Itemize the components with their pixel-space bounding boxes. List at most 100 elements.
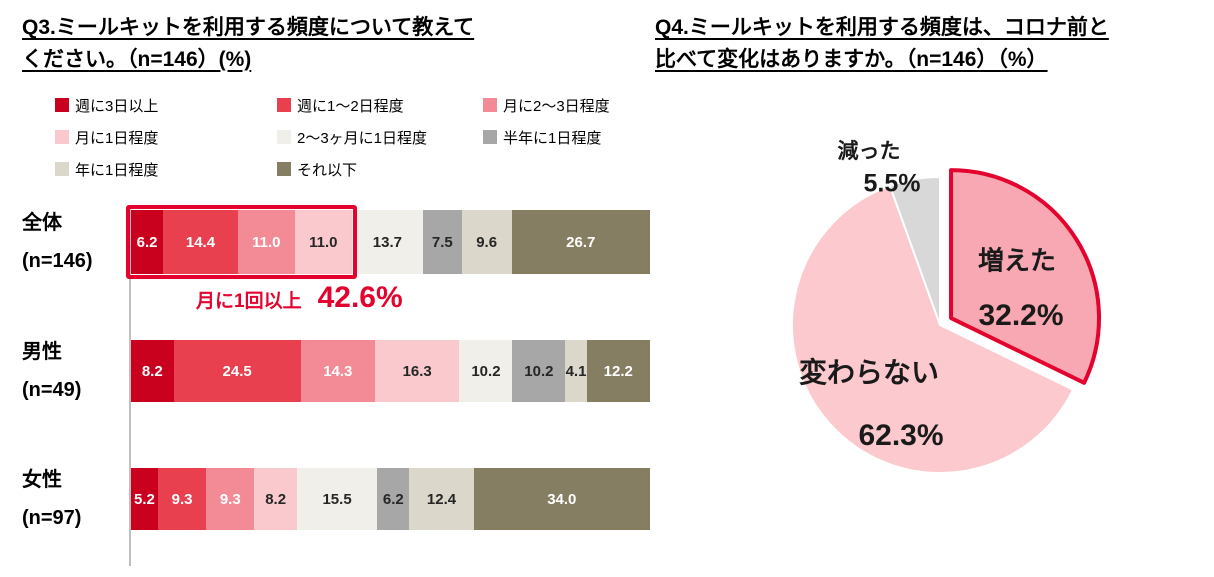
bar-segment: 14.4 [163,210,238,274]
bar-segment-value: 24.5 [222,362,252,380]
bar-row-n: (n=146) [22,250,93,272]
legend-item: 月に1日程度 [55,126,277,148]
bar-row-name: 男性 [22,341,62,363]
stacked-bar: 5.2 9.3 9.3 8.2 15.5 6.2 12.4 34.0 [131,468,650,530]
q3-title-line1: Q3.ミールキットを利用する頻度について教えて [22,16,475,39]
bar-segment-value: 15.5 [322,490,352,508]
pie-label-unchanged: 変わらない [798,357,940,388]
bar-segment: 10.2 [512,340,566,402]
legend-swatch [277,98,291,112]
legend-swatch [483,130,497,144]
bar-row-name: 女性 [22,469,62,491]
legend-label: 週に1～2日程度 [297,97,404,115]
pie-slice [791,184,1075,474]
legend-label: 年に1日程度 [75,161,159,179]
bar-segment: 24.5 [173,340,301,402]
legend-swatch [483,98,497,112]
bar-segment-value: 4.1 [565,362,587,380]
highlight-box [126,205,357,279]
q4-title-line1: Q4.ミールキットを利用する頻度は、コロナ前と [655,16,1109,39]
bar-segment-value: 14.4 [185,233,216,251]
legend-item: 週に3日以上 [55,94,277,116]
bar-row-label: 全体 (n=146) [22,204,93,280]
legend-label: 月に1日程度 [75,129,159,147]
bar-row-label: 男性 (n=49) [22,333,81,409]
bar-segment: 9.3 [157,468,207,530]
bar-segment: 6.2 [377,468,410,530]
bar-row-n: (n=49) [22,379,82,401]
bar-segment: 12.4 [409,468,474,530]
q4-title-line2: 比べて変化はありますか。（n=146）（%） [655,47,1048,71]
bar-segment-value: 34.0 [547,490,577,508]
pie-label-decreased: 減った [837,140,901,163]
bar-segment-value: 8.2 [141,362,163,380]
bar-segment-value: 9.3 [171,490,193,508]
legend-label: 半年に1日程度 [503,129,602,147]
bar-segment-value: 16.3 [402,362,432,380]
bar-segment: 34.0 [473,468,650,530]
legend-item: それ以下 [277,158,483,180]
q3-axis-line [129,206,131,566]
legend-swatch [55,130,69,144]
annotation-label: 月に1回以上 [196,291,302,312]
legend-swatch [55,98,69,112]
bar-segment: 8.2 [131,340,174,402]
bar-segment-value: 14.3 [323,362,353,380]
bar-segment-value: 5.2 [134,490,155,508]
bar-row: 男性 (n=49) 8.2 24.5 14.3 16.3 10.2 10.2 4.1 12.2 [0,340,680,402]
bar-segment-value: 11.0 [252,233,281,251]
stacked-bar: 8.2 24.5 14.3 16.3 10.2 10.2 4.1 12.2 [131,340,650,402]
legend-item: 2～3ヶ月に1日程度 [277,126,483,148]
pie-value-decreased: 5.5% [863,169,921,198]
bar-segment-value: 9.3 [219,490,241,508]
bar-segment: 11.0 [294,210,352,274]
bar-segment-value: 10.2 [524,362,554,380]
bar-segment-value: 12.4 [426,490,457,508]
pie-label-increased: 増えた [977,245,1057,276]
bar-segment: 4.1 [565,340,587,402]
legend-swatch [277,130,291,144]
pie-slice [888,176,941,326]
q3-legend: 週に3日以上 週に1～2日程度 月に2～3日程度月に1日程度 2～3ヶ月に1日程度 半年… [55,94,693,180]
legend-item: 週に1～2日程度 [277,94,483,116]
bar-segment-value: 13.7 [372,233,402,251]
bar-row-label: 女性 (n=97) [22,461,81,537]
legend-label: 2～3ヶ月に1日程度 [297,129,428,147]
bar-segment-value: 7.5 [431,233,453,251]
bar-segment: 12.2 [586,340,650,402]
bar-segment: 8.2 [254,468,297,530]
legend-swatch [55,162,69,176]
bar-segment-value: 10.2 [471,362,501,380]
bar-row: 女性 (n=97) 5.2 9.3 9.3 8.2 15.5 6.2 12.4 34.0 [0,468,680,530]
bar-segment: 7.5 [422,210,462,274]
bar-row-n: (n=97) [22,507,82,529]
q3-title: Q3.ミールキットを利用する頻度について教えて ください。（n=146）(%) [22,12,652,75]
q4-pie [775,160,1115,500]
legend-item: 年に1日程度 [55,158,277,180]
pie-chart [791,168,1101,474]
bar-segment: 26.7 [511,210,650,274]
bar-segment: 6.2 [131,210,164,274]
stacked-bar: 6.2 14.4 11.0 11.0 13.7 7.5 9.6 26.7 [131,210,650,274]
legend-label: 月に2～3日程度 [503,97,610,115]
bar-segment-value: 6.2 [136,233,158,251]
bar-row-name: 全体 [22,212,62,234]
bar-segment-value: 6.2 [382,490,404,508]
q4-title: Q4.ミールキットを利用する頻度は、コロナ前と 比べて変化はありますか。（n=1… [655,12,1214,75]
bar-segment: 9.3 [206,468,255,530]
bar-segment-value: 8.2 [265,490,287,508]
bar-segment-value: 11.0 [309,233,338,251]
pie-value-unchanged: 62.3% [858,419,944,452]
bar-segment: 16.3 [374,340,460,402]
q3-title-line2: ください。（n=146）(%) [22,47,252,71]
legend-item: 月に2～3日程度 [483,94,693,116]
bar-segment: 14.3 [300,340,375,402]
legend-item: 半年に1日程度 [483,126,693,148]
pie-value-increased: 32.2% [978,299,1064,332]
bar-segment: 11.0 [237,210,295,274]
bar-segment-value: 9.6 [476,233,498,251]
bar-segment: 5.2 [131,468,158,530]
bar-segment-value: 12.2 [603,362,633,380]
